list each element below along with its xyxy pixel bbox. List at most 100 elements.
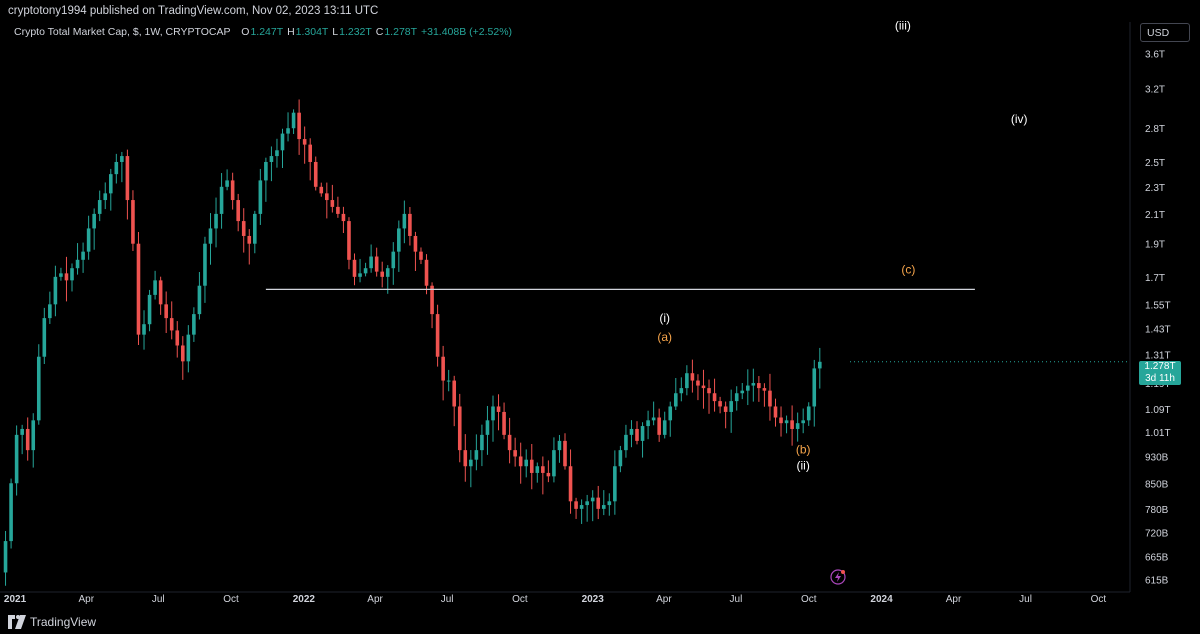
y-tick-label: 850B — [1145, 479, 1169, 490]
change-value: +31.408B (+2.52%) — [420, 26, 513, 38]
candle-body — [441, 356, 445, 381]
candle-body — [513, 450, 517, 457]
high-value: 1.304T — [295, 26, 329, 38]
candle-body — [806, 406, 811, 421]
candle-body — [86, 228, 91, 252]
candle-body — [114, 161, 119, 175]
wave-label[interactable]: (a) — [657, 330, 672, 344]
candle-body — [236, 200, 240, 222]
candle-body — [745, 385, 750, 391]
symbol-name[interactable]: Crypto Total Market Cap, $, 1W, CRYPTOCA… — [14, 26, 231, 38]
candle-body — [607, 501, 612, 506]
candle-body — [253, 213, 257, 244]
candle-body — [341, 213, 346, 222]
wave-label[interactable]: (iv) — [1011, 112, 1028, 126]
candle-body — [690, 373, 695, 381]
y-tick-label: 1.31T — [1145, 350, 1171, 361]
candle-body — [801, 420, 805, 424]
footer-bar: TradingView — [0, 611, 1200, 634]
candle-body — [496, 406, 501, 412]
y-tick-label: 2.1T — [1145, 210, 1165, 221]
candle-body — [164, 304, 168, 319]
candle-body — [673, 393, 678, 407]
candle-body — [125, 156, 130, 201]
candle-body — [518, 456, 523, 467]
candle-body — [480, 434, 484, 451]
candle-body — [147, 294, 152, 325]
candle-body — [734, 393, 739, 402]
y-tick-label: 1.7T — [1145, 273, 1165, 284]
candle-body — [280, 133, 285, 151]
candle-body — [108, 174, 113, 194]
y-tick-label: 780B — [1145, 505, 1169, 516]
candle-body — [640, 426, 645, 441]
candle-body — [59, 273, 63, 277]
candle-body — [541, 466, 545, 473]
y-tick-label: 2.5T — [1145, 158, 1165, 169]
candle-body — [751, 383, 756, 386]
currency-selector[interactable]: USD — [1140, 23, 1190, 42]
candle-body — [14, 434, 19, 484]
candle-body — [757, 383, 761, 389]
candle-body — [197, 285, 202, 315]
candle-body — [75, 259, 80, 269]
candle-body — [596, 497, 601, 509]
x-tick-label: Apr — [946, 594, 962, 605]
x-tick-label: Oct — [801, 594, 817, 605]
candle-body — [485, 420, 490, 435]
candle-body — [435, 314, 440, 357]
candle-body — [613, 466, 617, 502]
tradingview-logo-icon[interactable] — [8, 615, 26, 629]
tradingview-brand[interactable]: TradingView — [30, 615, 97, 629]
y-tick-label: 1.55T — [1145, 300, 1171, 311]
candle-body — [546, 472, 551, 477]
candle-body — [529, 459, 534, 473]
x-tick-label: Jul — [441, 594, 454, 605]
candle-body — [325, 193, 329, 201]
x-tick-label: Apr — [78, 594, 94, 605]
candle-body — [192, 314, 196, 335]
lightning-event-icon[interactable] — [830, 569, 846, 585]
wave-label[interactable]: (ii) — [797, 459, 810, 473]
candle-body — [701, 385, 706, 389]
x-tick-label: 2024 — [870, 594, 893, 605]
candle-body — [31, 420, 36, 451]
candle-body — [452, 380, 457, 407]
candle-body — [214, 213, 218, 229]
candle-body — [158, 280, 163, 305]
candle-body — [225, 180, 229, 187]
y-tick-label: 1.01T — [1145, 428, 1171, 439]
candle-body — [397, 228, 401, 252]
candle-body — [784, 420, 789, 424]
wave-label[interactable]: (i) — [659, 311, 670, 325]
candle-body — [463, 450, 468, 467]
wave-label[interactable]: (c) — [901, 262, 915, 276]
candle-body — [269, 156, 274, 162]
candle-body — [662, 420, 667, 435]
candle-body — [574, 501, 578, 509]
candle-body — [685, 373, 689, 389]
candle-body — [3, 541, 8, 573]
candle-body — [20, 428, 24, 435]
x-tick-label: Oct — [1091, 594, 1107, 605]
candle-body — [696, 380, 700, 386]
candle-body — [773, 406, 778, 418]
y-tick-label: 3.6T — [1145, 49, 1165, 60]
candle-body — [169, 318, 174, 331]
candle-body — [590, 497, 595, 502]
candle-body — [352, 259, 357, 277]
candle-body — [64, 273, 69, 281]
candle-body — [818, 361, 822, 369]
candle-body — [779, 417, 783, 424]
candle-body — [391, 251, 396, 269]
wave-label[interactable]: (b) — [796, 442, 811, 456]
y-tick-label: 1.9T — [1145, 240, 1165, 251]
y-tick-label: 930B — [1145, 452, 1169, 463]
candle-body — [297, 112, 301, 140]
close-label: C — [375, 26, 384, 38]
wave-label[interactable]: (iii) — [895, 19, 911, 33]
candle-body — [369, 256, 373, 269]
candle-body — [557, 440, 562, 451]
candle-body — [729, 401, 733, 412]
